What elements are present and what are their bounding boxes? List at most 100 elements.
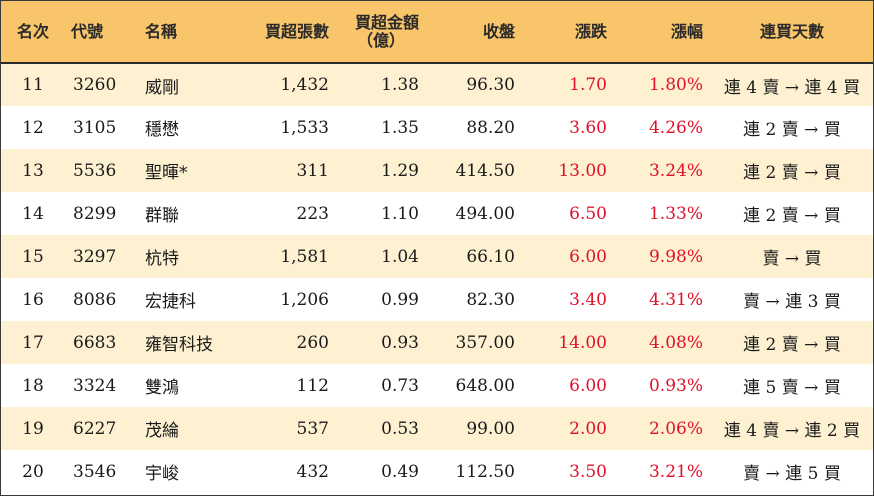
code-cell: 3260 (73, 75, 117, 95)
rank-cell: 19 (22, 418, 44, 439)
table-row: 18 3324 雙鴻 112 0.73 648.00 6.00 0.93% 連 … (1, 364, 873, 407)
close-cell: 99.00 (466, 418, 515, 439)
change-pct-cell: 3.21% (648, 461, 703, 482)
change-pct-cell: 2.06% (648, 418, 703, 439)
rank-cell: 13 (22, 160, 44, 181)
change-cell: 13.00 (558, 160, 607, 181)
streak-cell: 連 2 賣 → 買 (743, 335, 841, 355)
name-cell: 雙鴻 (145, 378, 179, 398)
rank-cell: 12 (22, 117, 44, 138)
table-row: 15 3297 杭特 1,581 1.04 66.10 6.00 9.98% 賣… (1, 235, 873, 278)
change-cell: 3.50 (569, 461, 607, 482)
table-row: 14 8299 群聯 223 1.10 494.00 6.50 1.33% 連 … (1, 192, 873, 235)
change-cell: 1.70 (569, 75, 607, 95)
change-pct-cell: 3.24% (648, 160, 703, 181)
net-amount-cell: 0.93 (381, 332, 419, 353)
rank-cell: 16 (22, 289, 44, 310)
header-net-amount-line1: 買超金額 (354, 12, 419, 32)
streak-cell: 連 2 賣 → 買 (743, 206, 841, 226)
name-cell: 杭特 (145, 249, 179, 269)
table-row: 13 5536 聖暉* 311 1.29 414.50 13.00 3.24% … (1, 149, 873, 192)
streak-cell: 連 4 賣 → 連 4 買 (723, 77, 861, 98)
change-pct-cell: 4.31% (648, 289, 703, 310)
table-row: 17 6683 雍智科技 260 0.93 357.00 14.00 4.08%… (1, 321, 873, 364)
net-amount-cell: 0.53 (381, 418, 419, 439)
rank-cell: 18 (22, 375, 44, 396)
streak-cell: 賣 → 買 (762, 249, 822, 269)
header-net-amount: 買超金額 （億） (337, 1, 427, 64)
net-amount-cell: 0.73 (381, 375, 419, 396)
close-cell: 494.00 (455, 203, 515, 224)
header-change-pct: 漲幅 (615, 1, 711, 64)
table-row: 16 8086 宏捷科 1,206 0.99 82.30 3.40 4.31% … (1, 278, 873, 321)
net-lots-cell: 223 (296, 203, 329, 224)
code-cell: 8086 (73, 289, 117, 310)
change-pct-cell: 4.26% (648, 117, 703, 138)
close-cell: 648.00 (455, 375, 515, 396)
close-cell: 112.50 (455, 461, 515, 482)
net-amount-cell: 1.04 (381, 246, 419, 267)
name-cell: 穩懋 (145, 120, 179, 140)
rank-cell: 20 (22, 461, 44, 482)
net-lots-cell: 311 (296, 160, 329, 181)
header-change: 漲跌 (523, 1, 615, 64)
name-cell: 宏捷科 (145, 292, 196, 312)
net-lots-cell: 432 (296, 461, 329, 482)
code-cell: 3297 (73, 246, 117, 267)
code-cell: 3324 (73, 375, 117, 396)
net-amount-cell: 0.49 (381, 461, 419, 482)
table-row: 19 6227 茂綸 537 0.53 99.00 2.00 2.06% 連 4… (1, 407, 873, 450)
change-cell: 2.00 (569, 418, 607, 439)
header-code: 代號 (65, 1, 135, 64)
close-cell: 357.00 (455, 332, 515, 353)
rank-cell: 17 (22, 332, 44, 353)
change-cell: 6.50 (569, 203, 607, 224)
table-body: 11 3260 威剛 1,432 1.38 96.30 1.70 1.80% 連… (1, 63, 873, 493)
streak-cell: 連 4 賣 → 連 2 買 (723, 421, 861, 441)
net-amount-cell: 1.10 (381, 203, 419, 224)
code-cell: 3546 (73, 461, 117, 482)
streak-cell: 賣 → 連 5 買 (743, 464, 841, 484)
net-amount-cell: 1.35 (381, 117, 419, 138)
close-cell: 82.30 (466, 289, 515, 310)
net-lots-cell: 1,581 (280, 246, 329, 267)
change-pct-cell: 9.98% (648, 246, 703, 267)
name-cell: 群聯 (145, 206, 179, 226)
code-cell: 5536 (73, 160, 117, 181)
table-header: 名次 代號 名稱 買超張數 買超金額 （億） 收盤 漲跌 漲幅 連買天數 (1, 1, 873, 64)
change-pct-cell: 4.08% (648, 332, 703, 353)
change-cell: 14.00 (558, 332, 607, 353)
rank-cell: 11 (22, 75, 44, 95)
rank-cell: 15 (22, 246, 44, 267)
net-lots-cell: 1,206 (280, 289, 329, 310)
name-cell: 聖暉* (145, 163, 188, 183)
close-cell: 88.20 (466, 117, 515, 138)
header-name: 名稱 (135, 1, 241, 64)
header-rank: 名次 (1, 1, 65, 64)
rank-cell: 14 (22, 203, 44, 224)
close-cell: 414.50 (455, 160, 515, 181)
change-cell: 3.40 (569, 289, 607, 310)
net-amount-cell: 0.99 (381, 289, 419, 310)
table-row: 12 3105 穩懋 1,533 1.35 88.20 3.60 4.26% 連… (1, 106, 873, 149)
change-cell: 6.00 (569, 246, 607, 267)
code-cell: 8299 (73, 203, 117, 224)
change-pct-cell: 0.93% (648, 375, 703, 396)
name-cell: 宇峻 (145, 464, 179, 484)
change-pct-cell: 1.80% (648, 75, 703, 95)
code-cell: 3105 (73, 117, 117, 138)
code-cell: 6227 (73, 418, 117, 439)
streak-cell: 賣 → 連 3 買 (743, 292, 841, 312)
net-amount-cell: 1.29 (381, 160, 419, 181)
streak-cell: 連 2 賣 → 買 (743, 163, 841, 183)
change-cell: 6.00 (569, 375, 607, 396)
change-pct-cell: 1.33% (648, 203, 703, 224)
net-lots-cell: 1,533 (280, 117, 329, 138)
header-net-amount-line2: （億） (356, 30, 405, 50)
header-streak: 連買天數 (711, 1, 873, 64)
header-close: 收盤 (427, 1, 523, 64)
name-cell: 威剛 (145, 77, 179, 98)
net-lots-cell: 260 (296, 332, 329, 353)
